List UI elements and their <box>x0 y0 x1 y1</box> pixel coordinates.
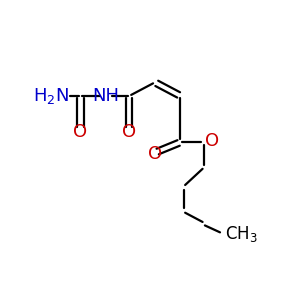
Text: O: O <box>148 145 162 163</box>
Text: CH$_3$: CH$_3$ <box>225 224 257 244</box>
Text: NH: NH <box>93 87 120 105</box>
Text: O: O <box>205 132 219 150</box>
Text: O: O <box>122 123 136 141</box>
Text: H$_2$N: H$_2$N <box>33 86 69 106</box>
Text: O: O <box>74 123 88 141</box>
